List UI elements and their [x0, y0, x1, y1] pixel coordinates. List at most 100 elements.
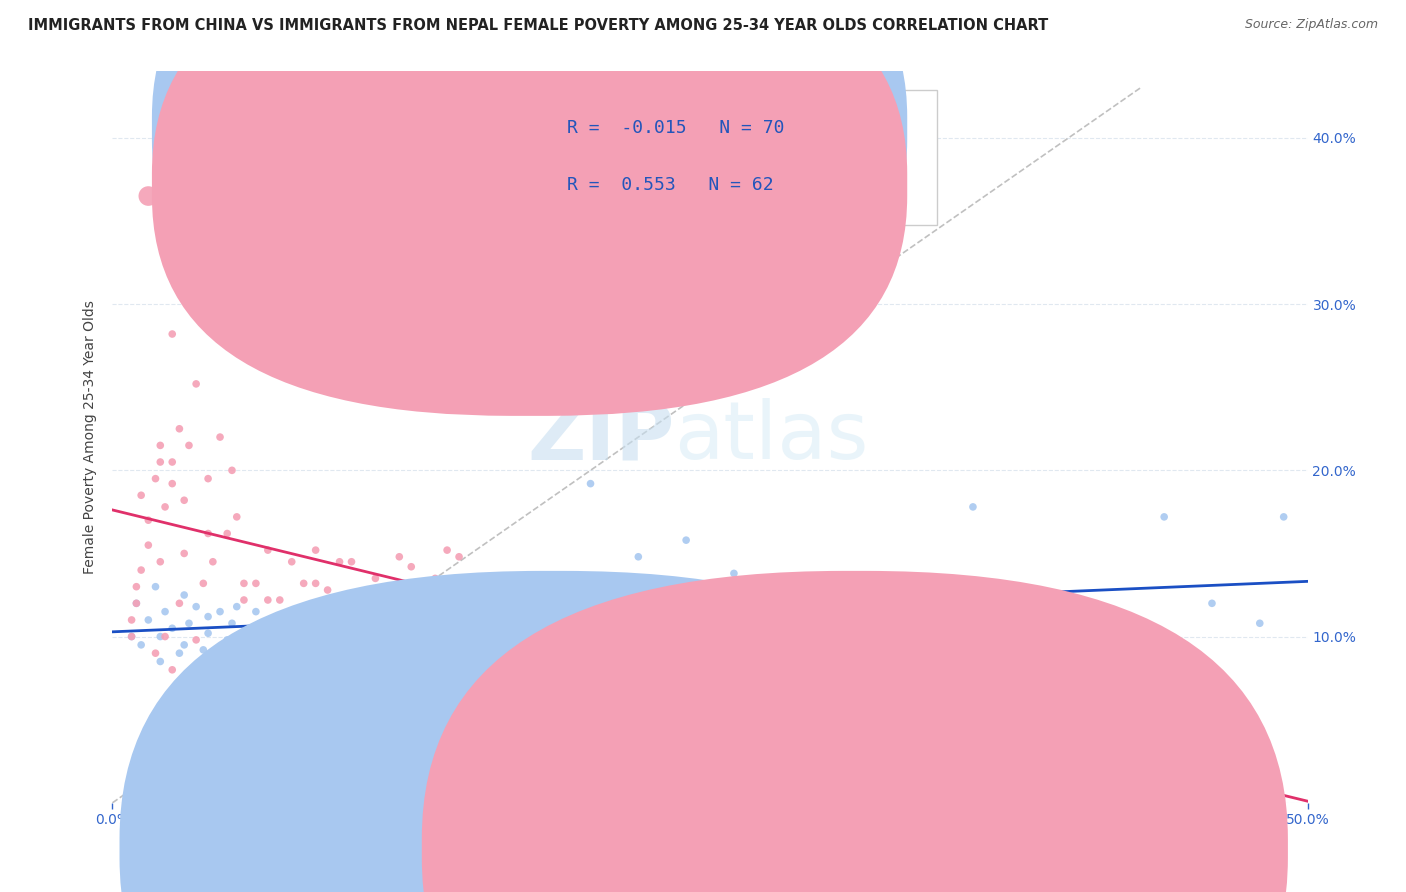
- Point: [138, 513, 160, 527]
- Point: [305, 576, 328, 591]
- Point: [129, 638, 152, 652]
- Point: [173, 638, 195, 652]
- Point: [329, 555, 352, 569]
- Point: [201, 649, 224, 664]
- Point: [316, 632, 339, 647]
- Point: [531, 616, 554, 631]
- Point: [217, 632, 239, 647]
- Point: [1201, 596, 1223, 610]
- Point: [329, 616, 352, 631]
- Point: [186, 376, 208, 391]
- Point: [472, 605, 495, 619]
- Point: [269, 609, 291, 624]
- Point: [173, 546, 195, 560]
- Point: [297, 643, 319, 657]
- Point: [186, 599, 208, 614]
- Point: [401, 559, 423, 574]
- Text: R =  0.553   N = 62: R = 0.553 N = 62: [567, 176, 773, 194]
- Point: [149, 655, 172, 669]
- Point: [138, 613, 160, 627]
- Point: [723, 566, 745, 581]
- Point: [233, 593, 256, 607]
- Point: [1249, 616, 1271, 631]
- Text: IMMIGRANTS FROM CHINA VS IMMIGRANTS FROM NEPAL FEMALE POVERTY AMONG 25-34 YEAR O: IMMIGRANTS FROM CHINA VS IMMIGRANTS FROM…: [28, 18, 1049, 33]
- Point: [197, 609, 219, 624]
- FancyBboxPatch shape: [152, 0, 907, 416]
- Point: [225, 599, 247, 614]
- Point: [209, 430, 232, 444]
- Point: [121, 630, 143, 644]
- Point: [401, 599, 423, 614]
- Point: [352, 609, 374, 624]
- Text: atlas: atlas: [675, 398, 869, 476]
- Point: [484, 621, 506, 635]
- Point: [125, 596, 148, 610]
- Point: [138, 189, 160, 203]
- Point: [305, 543, 328, 558]
- Point: [249, 643, 271, 657]
- Point: [138, 538, 160, 552]
- Point: [579, 476, 602, 491]
- Point: [162, 476, 183, 491]
- Point: [240, 621, 263, 635]
- Point: [145, 580, 167, 594]
- Point: [162, 663, 183, 677]
- Point: [186, 632, 208, 647]
- Point: [1105, 746, 1128, 760]
- Point: [221, 616, 243, 631]
- Point: [627, 549, 650, 564]
- Text: ZIP: ZIP: [527, 398, 675, 476]
- Point: [388, 616, 411, 631]
- Point: [149, 555, 172, 569]
- Point: [153, 605, 176, 619]
- Point: [555, 626, 578, 640]
- Point: [145, 472, 167, 486]
- Point: [209, 666, 232, 681]
- Point: [288, 616, 311, 631]
- Point: [217, 526, 239, 541]
- Point: [169, 422, 191, 436]
- Point: [281, 555, 304, 569]
- Point: [447, 549, 470, 564]
- Text: Immigrants from Nepal: Immigrants from Nepal: [877, 841, 1047, 855]
- Point: [209, 605, 232, 619]
- Point: [818, 599, 841, 614]
- Point: [245, 605, 267, 619]
- Point: [162, 455, 183, 469]
- Point: [603, 616, 626, 631]
- Point: [173, 588, 195, 602]
- Point: [364, 571, 387, 585]
- Point: [233, 576, 256, 591]
- Point: [221, 463, 243, 477]
- Point: [121, 613, 143, 627]
- Point: [377, 638, 399, 652]
- FancyBboxPatch shape: [152, 0, 907, 359]
- Point: [866, 580, 889, 594]
- Point: [436, 543, 458, 558]
- Point: [364, 621, 387, 635]
- Point: [197, 626, 219, 640]
- Point: [121, 630, 143, 644]
- Point: [186, 293, 208, 308]
- Point: [1010, 621, 1032, 635]
- Point: [173, 493, 195, 508]
- Point: [169, 646, 191, 660]
- Point: [125, 596, 148, 610]
- Point: [1057, 605, 1080, 619]
- Point: [1272, 509, 1295, 524]
- Point: [412, 626, 434, 640]
- Point: [149, 438, 172, 452]
- Point: [257, 616, 280, 631]
- Point: [281, 638, 304, 652]
- Point: [316, 582, 339, 597]
- Point: [129, 563, 152, 577]
- Text: R =  -0.015   N = 70: R = -0.015 N = 70: [567, 120, 785, 137]
- Point: [962, 500, 984, 514]
- Point: [675, 533, 697, 548]
- Point: [425, 571, 447, 585]
- Point: [225, 509, 247, 524]
- Point: [153, 630, 176, 644]
- Point: [914, 616, 936, 631]
- Point: [125, 580, 148, 594]
- Point: [388, 549, 411, 564]
